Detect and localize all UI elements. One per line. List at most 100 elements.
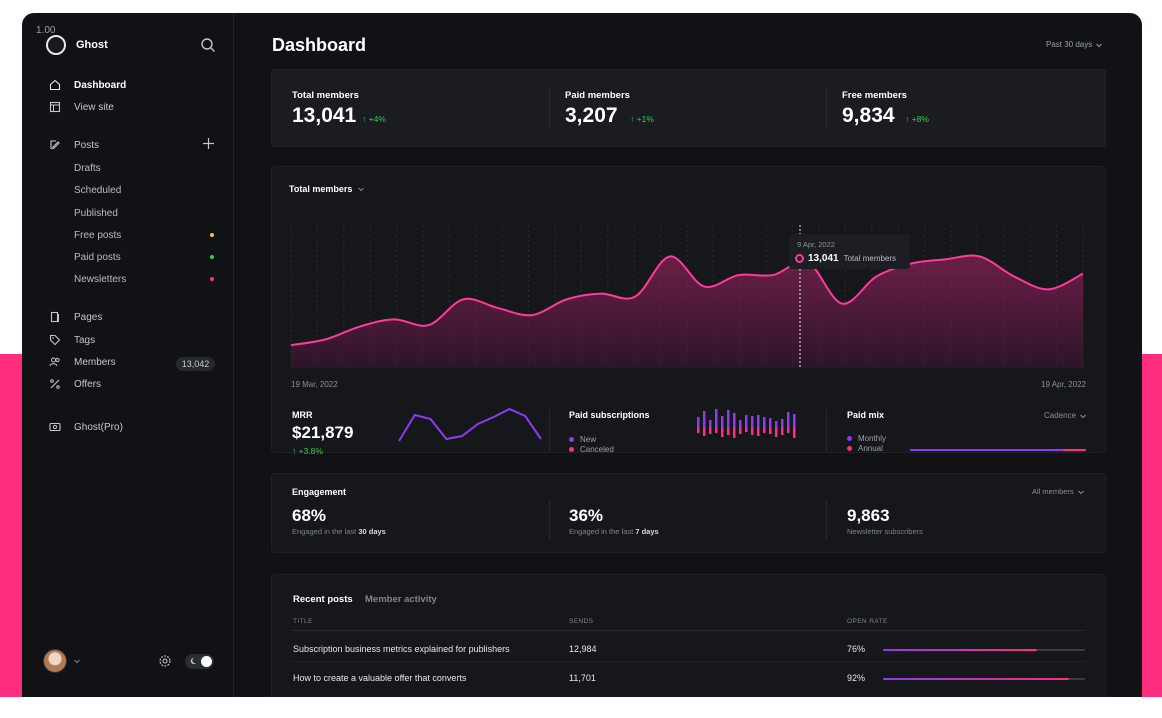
new-subs-bar — [721, 416, 724, 427]
tooltip-value-row: 13,041 Total members — [795, 253, 896, 264]
x-axis-end-label: 19 Apr, 2022 — [1041, 380, 1086, 389]
avatar[interactable] — [43, 649, 67, 673]
moon-icon — [189, 657, 197, 665]
sidebar-item-label: Pages — [74, 311, 103, 323]
tab-member-activity[interactable]: Member activity — [365, 594, 437, 605]
open-rate-fill — [883, 678, 1069, 680]
chart-title: Total members — [289, 184, 353, 194]
sidebar-item-view-site[interactable]: View site — [49, 98, 214, 116]
tooltip-marker — [795, 254, 804, 263]
engagement-value: 36% — [569, 506, 604, 525]
column-header-sends: SENDS — [569, 618, 594, 625]
chevron-down-icon[interactable] — [73, 657, 81, 665]
sidebar-item-offers[interactable]: Offers — [49, 375, 214, 393]
chart-metric-select[interactable]: Total members — [289, 184, 365, 194]
sidebar-item-label: Newsletters — [74, 273, 127, 285]
new-subs-bar — [745, 415, 748, 427]
new-subs-bar — [703, 411, 706, 427]
series-line — [290, 254, 1084, 347]
table-divider — [292, 630, 1086, 631]
members-icon — [49, 356, 61, 368]
date-range-select[interactable]: Past 30 days — [1046, 40, 1103, 49]
version-label: 1.00 — [36, 25, 56, 36]
sidebar-item-free-posts[interactable]: Free posts — [74, 227, 214, 243]
open-rate-fill — [883, 649, 1037, 651]
engagement-filter-select[interactable]: All members — [1032, 487, 1085, 496]
stat-delta-value: +4% — [368, 114, 386, 124]
legend-canceled: Canceled — [569, 445, 614, 454]
search-icon[interactable] — [200, 37, 216, 53]
sidebar-item-label: Members — [74, 356, 116, 368]
sidebar-item-pages[interactable]: Pages — [49, 308, 214, 326]
brand-name: Ghost — [76, 39, 108, 51]
chevron-down-icon — [1080, 414, 1086, 418]
column-header-title: TITLE — [293, 618, 313, 625]
members-area-chart[interactable] — [272, 207, 1107, 407]
engagement-filter-label: All members — [1032, 487, 1074, 496]
cadence-select[interactable]: Cadence — [1044, 411, 1087, 420]
stat-delta-value: +1% — [636, 114, 654, 124]
sidebar-item-paid-posts[interactable]: Paid posts — [74, 249, 214, 265]
new-subs-bar — [739, 420, 742, 427]
status-dot — [210, 233, 214, 237]
gear-icon[interactable] — [158, 654, 172, 668]
canceled-subs-bar — [703, 427, 706, 436]
sidebar-item-published[interactable]: Published — [74, 205, 214, 221]
legend-label: New — [580, 435, 597, 444]
engagement-caption-bold: 7 days — [635, 527, 659, 536]
paid-subs-label: Paid subscriptions — [569, 410, 650, 420]
posts-icon — [49, 139, 61, 151]
sidebar-item-drafts[interactable]: Drafts — [74, 160, 214, 176]
new-subs-bar — [733, 413, 736, 427]
sidebar-item-dashboard[interactable]: Dashboard — [49, 76, 214, 94]
legend-swatch — [569, 447, 574, 452]
canceled-subs-bar — [757, 427, 760, 436]
plus-icon[interactable] — [202, 137, 215, 150]
tooltip-label: Total members — [843, 254, 897, 263]
paid-mix-bar — [910, 449, 1086, 451]
chevron-down-icon — [358, 187, 365, 192]
canceled-subs-bar — [733, 427, 736, 438]
legend-label: Annual — [858, 444, 883, 453]
canceled-subs-bar — [775, 427, 778, 437]
post-sends: 11,701 — [569, 673, 596, 683]
offers-icon — [49, 378, 61, 390]
tab-recent-posts[interactable]: Recent posts — [293, 594, 353, 605]
sidebar-item-members[interactable]: Members — [49, 353, 214, 371]
stat-value: 3,207 — [565, 104, 618, 127]
stat-delta-value: +8% — [911, 114, 929, 124]
sidebar-item-newsletters[interactable]: Newsletters — [74, 271, 214, 287]
new-subs-bar — [709, 420, 712, 427]
stat-value: 9,834 — [842, 104, 895, 127]
post-sends: 12,984 — [569, 644, 597, 654]
sidebar: Ghost Dashboard View site Posts Drafts S… — [22, 13, 234, 697]
stats-card: Total members 13,041 ↑ +4% Paid members … — [271, 69, 1106, 147]
new-subs-bar — [751, 416, 754, 427]
new-subs-bar — [697, 417, 700, 427]
canceled-subs-bar — [727, 427, 730, 435]
new-subs-bar — [727, 410, 730, 427]
canceled-subs-bar — [721, 427, 724, 437]
sidebar-item-ghost-pro[interactable]: Ghost(Pro) — [49, 418, 214, 436]
brand[interactable]: Ghost — [46, 35, 108, 55]
sidebar-item-label: Drafts — [74, 162, 101, 174]
engagement-value: 9,863 — [847, 506, 890, 525]
status-dot — [210, 255, 214, 259]
stat-label: Total members — [292, 90, 359, 101]
ghost-logo-icon — [46, 35, 66, 55]
ghost-pro-icon — [49, 421, 61, 433]
status-dot — [210, 277, 214, 281]
dark-mode-toggle[interactable] — [185, 654, 214, 669]
canceled-subs-bar — [787, 427, 790, 433]
app-window: 1.00 Ghost Dashboard View site Posts Dra… — [22, 13, 1142, 697]
sidebar-item-scheduled[interactable]: Scheduled — [74, 182, 214, 198]
sidebar-item-posts[interactable]: Posts — [49, 136, 214, 154]
canceled-subs-bar — [745, 427, 748, 432]
new-subs-bar — [763, 417, 766, 427]
divider — [549, 409, 550, 451]
sidebar-item-label: Free posts — [74, 229, 122, 241]
tooltip-date: 9 Apr, 2022 — [797, 240, 835, 249]
engagement-caption: Newsletter subscribers — [847, 527, 923, 536]
divider — [826, 500, 827, 540]
sidebar-item-tags[interactable]: Tags — [49, 331, 214, 349]
